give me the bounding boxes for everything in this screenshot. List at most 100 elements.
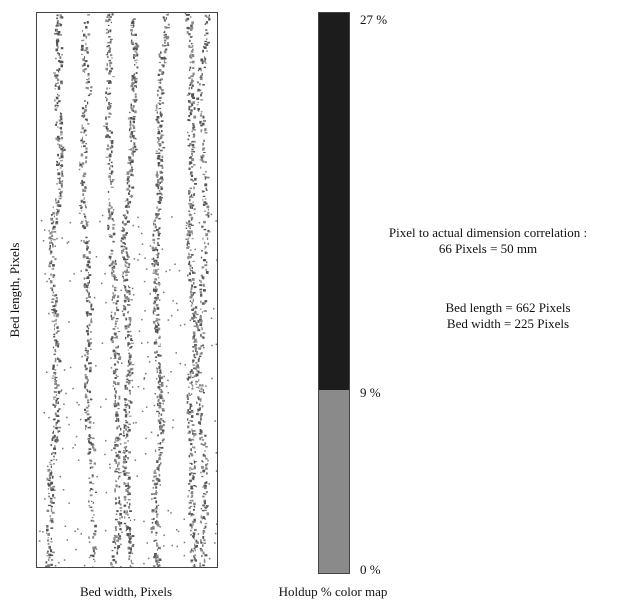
- holdup-speckle: [200, 75, 203, 77]
- holdup-speckle: [185, 225, 188, 227]
- holdup-speckle: [113, 265, 116, 268]
- holdup-speckle: [105, 135, 108, 138]
- holdup-speckle: [171, 544, 173, 547]
- holdup-speckle: [200, 333, 202, 337]
- holdup-speckle: [121, 241, 123, 243]
- holdup-speckle: [128, 184, 131, 188]
- holdup-speckle: [89, 418, 91, 421]
- holdup-speckle: [131, 287, 134, 290]
- holdup-speckle: [155, 304, 159, 307]
- holdup-speckle: [118, 437, 121, 441]
- colormap-segment-low: [319, 389, 349, 573]
- holdup-speckle: [60, 389, 63, 391]
- holdup-speckle: [114, 470, 117, 473]
- holdup-speckle: [42, 240, 45, 242]
- holdup-speckle: [154, 278, 158, 281]
- holdup-speckle: [162, 147, 166, 149]
- holdup-speckle: [200, 345, 203, 348]
- holdup-speckle: [190, 109, 193, 111]
- holdup-speckle: [59, 60, 63, 64]
- holdup-speckle: [56, 21, 59, 24]
- holdup-speckle: [204, 523, 208, 525]
- holdup-speckle: [153, 518, 155, 520]
- holdup-speckle: [157, 121, 160, 124]
- holdup-speckle: [118, 357, 121, 360]
- holdup-speckle: [198, 386, 200, 389]
- holdup-speckle: [188, 45, 191, 48]
- holdup-speckle: [134, 80, 137, 84]
- holdup-speckle: [161, 382, 164, 384]
- holdup-speckle: [118, 433, 120, 437]
- holdup-speckle: [56, 436, 59, 439]
- holdup-speckle: [59, 178, 61, 182]
- holdup-speckle: [153, 230, 157, 232]
- holdup-speckle: [53, 463, 55, 465]
- holdup-speckle: [154, 553, 157, 556]
- holdup-speckle: [157, 131, 160, 134]
- holdup-speckle: [56, 42, 59, 45]
- holdup-speckle: [203, 201, 207, 204]
- holdup-speckle: [129, 547, 132, 551]
- holdup-speckle: [190, 287, 193, 291]
- holdup-speckle: [106, 128, 108, 132]
- holdup-speckle: [125, 336, 127, 340]
- holdup-speckle: [190, 86, 193, 90]
- holdup-speckle: [56, 139, 60, 141]
- holdup-speckle: [157, 238, 160, 240]
- holdup-speckle: [191, 381, 193, 384]
- holdup-speckle: [205, 214, 209, 216]
- holdup-speckle: [55, 76, 58, 79]
- holdup-speckle: [160, 462, 162, 465]
- holdup-speckle: [107, 106, 109, 110]
- holdup-speckle: [126, 251, 128, 254]
- holdup-speckle: [189, 46, 193, 48]
- holdup-speckle: [80, 207, 83, 210]
- holdup-speckle: [83, 151, 87, 153]
- holdup-speckle: [187, 230, 190, 232]
- holdup-speckle: [86, 21, 89, 24]
- holdup-speckle: [105, 126, 108, 129]
- holdup-speckle: [196, 325, 199, 329]
- holdup-speckle: [126, 262, 128, 264]
- holdup-speckle: [202, 203, 206, 206]
- holdup-speckle: [196, 341, 198, 343]
- holdup-speckle: [52, 455, 55, 458]
- holdup-speckle: [157, 564, 160, 566]
- holdup-speckle: [118, 426, 120, 429]
- holdup-speckle: [156, 206, 158, 209]
- holdup-speckle: [93, 296, 96, 299]
- holdup-speckle: [88, 448, 92, 451]
- holdup-speckle: [124, 498, 127, 501]
- holdup-speckle: [160, 51, 162, 54]
- holdup-speckle: [151, 522, 154, 524]
- holdup-speckle: [60, 134, 63, 136]
- holdup-speckle: [158, 558, 162, 561]
- holdup-speckle: [53, 313, 55, 317]
- holdup-speckle: [58, 188, 61, 190]
- holdup-speckle: [52, 432, 54, 434]
- holdup-speckle: [159, 124, 162, 128]
- holdup-speckle: [121, 251, 123, 254]
- holdup-speckle: [123, 228, 125, 232]
- holdup-speckle: [157, 381, 160, 384]
- holdup-speckle: [134, 42, 138, 44]
- holdup-speckle: [50, 250, 52, 254]
- holdup-speckle: [105, 156, 109, 158]
- holdup-speckle: [115, 502, 118, 504]
- holdup-speckle: [56, 398, 58, 401]
- holdup-speckle: [51, 320, 55, 322]
- holdup-speckle: [195, 367, 198, 370]
- holdup-speckle: [137, 226, 140, 228]
- holdup-speckle: [191, 78, 193, 80]
- holdup-speckle: [190, 42, 193, 45]
- holdup-speckle: [206, 252, 208, 254]
- holdup-speckle: [89, 494, 93, 497]
- holdup-speckle: [196, 104, 199, 106]
- holdup-speckle: [110, 234, 113, 237]
- holdup-speckle: [93, 533, 97, 536]
- holdup-speckle: [48, 479, 51, 482]
- holdup-speckle: [87, 80, 90, 84]
- holdup-speckle: [127, 526, 130, 529]
- holdup-speckle: [88, 390, 91, 394]
- holdup-speckle: [56, 208, 58, 210]
